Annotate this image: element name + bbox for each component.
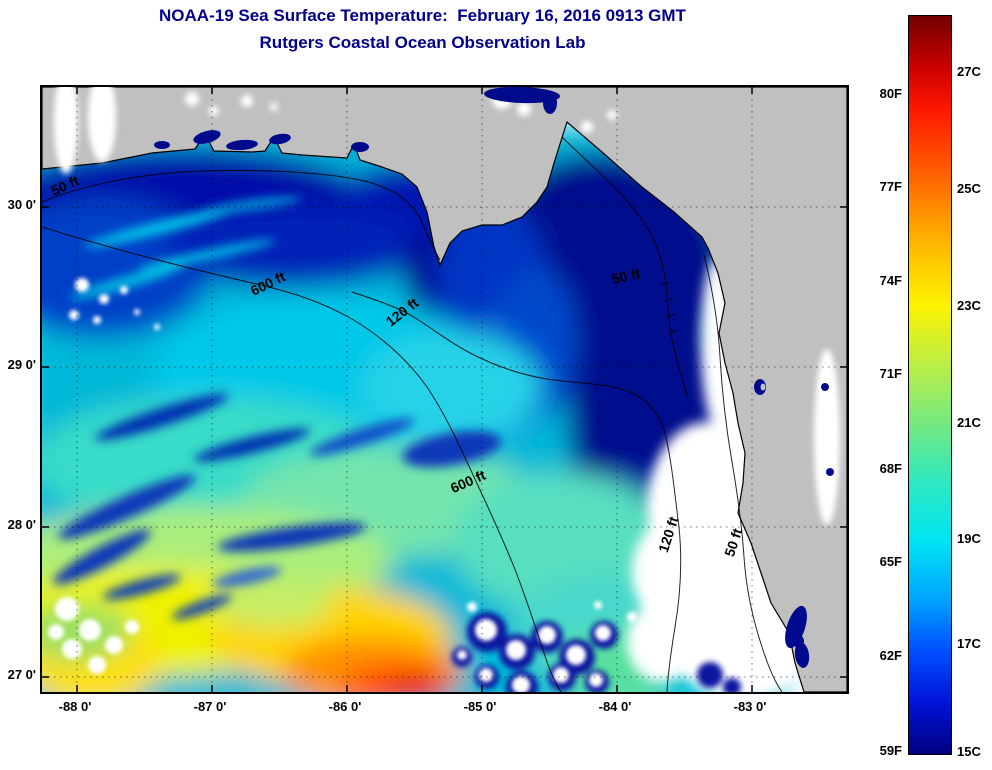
x-tick-label: -85 0' bbox=[463, 699, 497, 714]
colorbar bbox=[908, 15, 952, 755]
colorbar-f-label: 59F bbox=[879, 743, 902, 758]
coastal-lake-notch bbox=[760, 383, 766, 391]
sst-cloud-streaks bbox=[53, 196, 502, 620]
y-tick-label: 28 0' bbox=[7, 517, 36, 532]
tampa-bay bbox=[785, 605, 807, 649]
sst-water-field bbox=[42, 127, 782, 692]
graticule bbox=[42, 87, 847, 692]
colorbar-f-label: 65F bbox=[879, 554, 902, 569]
figure-subtitle: Rutgers Coastal Ocean Observation Lab bbox=[259, 33, 586, 52]
colorbar-f-label: 62F bbox=[879, 648, 902, 663]
colorbar-f-label: 77F bbox=[879, 179, 902, 194]
contour-50ft-bigbend bbox=[561, 136, 689, 400]
colorbar-c-label: 27C bbox=[957, 64, 981, 79]
colorbar-f-label: 74F bbox=[879, 273, 902, 288]
y-tick-label: 27 0' bbox=[7, 667, 36, 682]
colorbar-f-label: 68F bbox=[879, 461, 902, 476]
x-tick-label: -86 0' bbox=[328, 699, 362, 714]
cloud-specks bbox=[48, 278, 637, 692]
colorbar-c-label: 19C bbox=[957, 531, 981, 546]
colorbar-c-label: 21C bbox=[957, 415, 981, 430]
x-tick-label: -84 0' bbox=[598, 699, 632, 714]
figure-title: NOAA-19 Sea Surface Temperature: Februar… bbox=[159, 6, 686, 25]
sst-map: 50 ft 600 ft 120 ft 50 ft 600 ft 120 ft … bbox=[42, 87, 847, 692]
contour-120ft bbox=[351, 291, 682, 692]
coastal-lake bbox=[754, 379, 766, 395]
contour-600ft bbox=[42, 226, 562, 692]
x-tick-label: -87 0' bbox=[193, 699, 227, 714]
contour-hatches bbox=[660, 281, 679, 334]
colorbar-f-label: 71F bbox=[879, 366, 902, 381]
overland-clouds bbox=[54, 87, 840, 525]
inland-water bbox=[154, 87, 834, 668]
colorbar-f-label: 80F bbox=[879, 86, 902, 101]
y-tick-label: 29 0' bbox=[7, 357, 36, 372]
contour-50ft-west bbox=[42, 170, 441, 261]
contour-label-50ft-bigbend: 50 ft bbox=[610, 265, 642, 287]
colorbar-c-label: 23C bbox=[957, 298, 981, 313]
bathymetry-contours bbox=[42, 136, 783, 692]
colorbar-gradient bbox=[909, 16, 951, 754]
axis-ticks bbox=[42, 87, 847, 692]
colorbar-c-label: 15C bbox=[957, 744, 981, 759]
colorbar-c-label: 17C bbox=[957, 636, 981, 651]
contour-50ft-east bbox=[703, 254, 783, 692]
map-panel: 50 ft 600 ft 120 ft 50 ft 600 ft 120 ft … bbox=[40, 85, 849, 694]
colorbar-c-label: 25C bbox=[957, 181, 981, 196]
x-tick-label: -83 0' bbox=[733, 699, 767, 714]
x-tick-label: -88 0' bbox=[58, 699, 92, 714]
y-tick-label: 30 0' bbox=[7, 197, 36, 212]
